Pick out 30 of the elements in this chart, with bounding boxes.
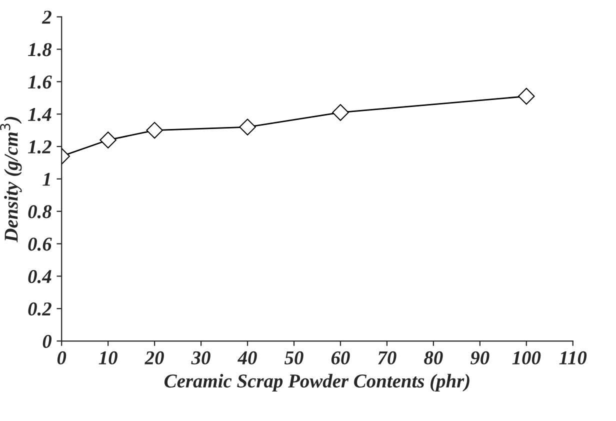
point <box>146 122 163 139</box>
x-tick-label: 80 <box>424 351 443 364</box>
x-tick-label: 50 <box>284 351 304 364</box>
y-tick-label: 0.6 <box>28 238 52 251</box>
x-tick-label: 40 <box>237 351 257 364</box>
y-tick-label: 1 <box>42 172 50 186</box>
point <box>239 118 256 136</box>
point <box>100 132 116 148</box>
x-tick-label: 100 <box>512 351 541 364</box>
y-tick-label: 0.4 <box>28 270 52 284</box>
y-tick-label: 1.6 <box>28 76 52 89</box>
y-tick-label: 1.2 <box>28 140 52 154</box>
y-axis-title: Density (g/cm$^{3}$) <box>0 116 22 242</box>
y-tick-label: 1.4 <box>28 108 52 122</box>
x-tick-label: 10 <box>98 351 118 364</box>
x-tick-label: 0 <box>57 351 66 364</box>
point <box>518 88 535 105</box>
x-tick-label: 20 <box>144 351 164 364</box>
y-tick-label: 2 <box>42 10 52 24</box>
x-tick-label: 110 <box>559 351 587 364</box>
y-tick-label: 0 <box>42 334 52 348</box>
x-tick-label: 90 <box>470 351 490 364</box>
y-tick-label: 1.8 <box>28 43 52 56</box>
x-axis-title: Ceramic Scrap Powder Contents (phr) <box>164 374 470 392</box>
y-tick-label: 0.8 <box>28 205 52 218</box>
y-tick-label: 0.2 <box>28 302 52 316</box>
x-tick-label: 70 <box>378 351 396 364</box>
point <box>332 104 349 121</box>
x-tick-label: 60 <box>331 351 350 364</box>
x-tick-label: 30 <box>191 351 210 364</box>
